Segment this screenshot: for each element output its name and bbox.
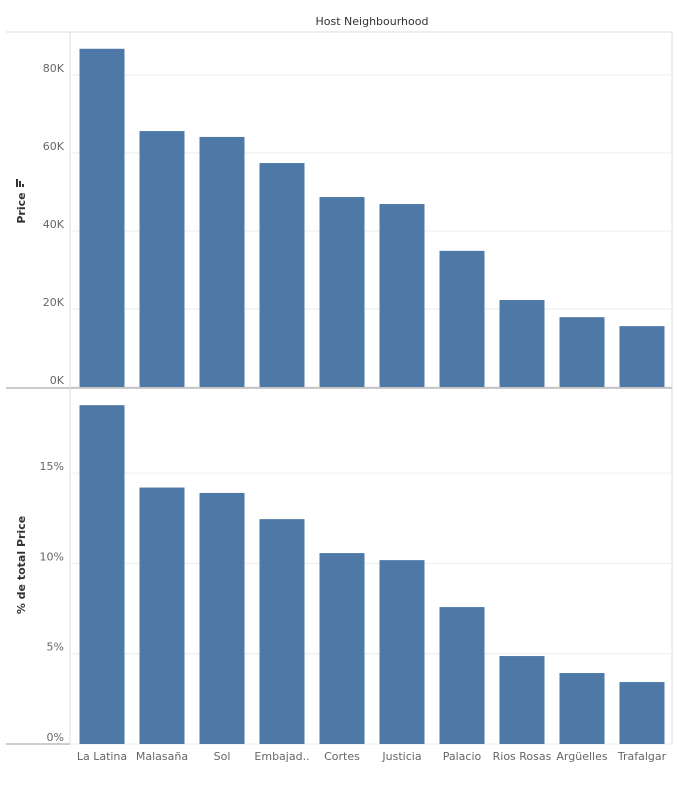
y-tick-label: 60K	[43, 140, 65, 153]
bar	[79, 48, 125, 388]
bar	[79, 405, 125, 744]
bar	[139, 487, 185, 744]
bar	[619, 682, 665, 744]
bar	[199, 136, 245, 387]
y-axis-title: Price	[15, 192, 28, 223]
y-tick-label: 40K	[43, 218, 65, 231]
bar	[559, 317, 605, 387]
x-tick-label: Trafalgar	[617, 750, 667, 763]
y-tick-label: 80K	[43, 62, 65, 75]
y-tick-label: 0%	[47, 731, 64, 744]
bar	[439, 250, 485, 387]
x-tick-label: Embajad..	[254, 750, 310, 763]
y-tick-label: 10%	[40, 550, 64, 563]
bar	[139, 131, 185, 387]
x-tick-label: Justicia	[382, 750, 422, 763]
bar	[499, 300, 545, 387]
y-axis-title: % de total Price	[15, 516, 28, 614]
bar	[439, 607, 485, 744]
bar	[379, 204, 425, 387]
y-tick-label: 20K	[43, 296, 65, 309]
column-header: Host Neighbourhood	[316, 15, 429, 28]
x-tick-label: Malasaña	[135, 750, 189, 763]
bar	[259, 163, 305, 387]
sort-icon	[16, 179, 24, 187]
bar	[619, 326, 665, 387]
x-tick-label: Sol	[213, 750, 231, 763]
bar	[259, 519, 305, 744]
x-tick-label: Rios Rosas	[492, 750, 552, 763]
bar	[499, 656, 545, 744]
x-tick-label: Cortes	[324, 750, 360, 763]
y-tick-label: 5%	[47, 641, 64, 654]
x-tick-label: La Latina	[76, 750, 128, 763]
bar	[319, 553, 365, 744]
bar	[559, 673, 605, 744]
x-tick-label: Argüelles	[556, 750, 608, 763]
bar	[379, 560, 425, 744]
y-tick-label: 15%	[40, 460, 64, 473]
y-tick-label: 0K	[50, 374, 65, 387]
bar	[319, 197, 365, 387]
bar	[199, 492, 245, 744]
x-tick-label: Palacio	[442, 750, 482, 763]
